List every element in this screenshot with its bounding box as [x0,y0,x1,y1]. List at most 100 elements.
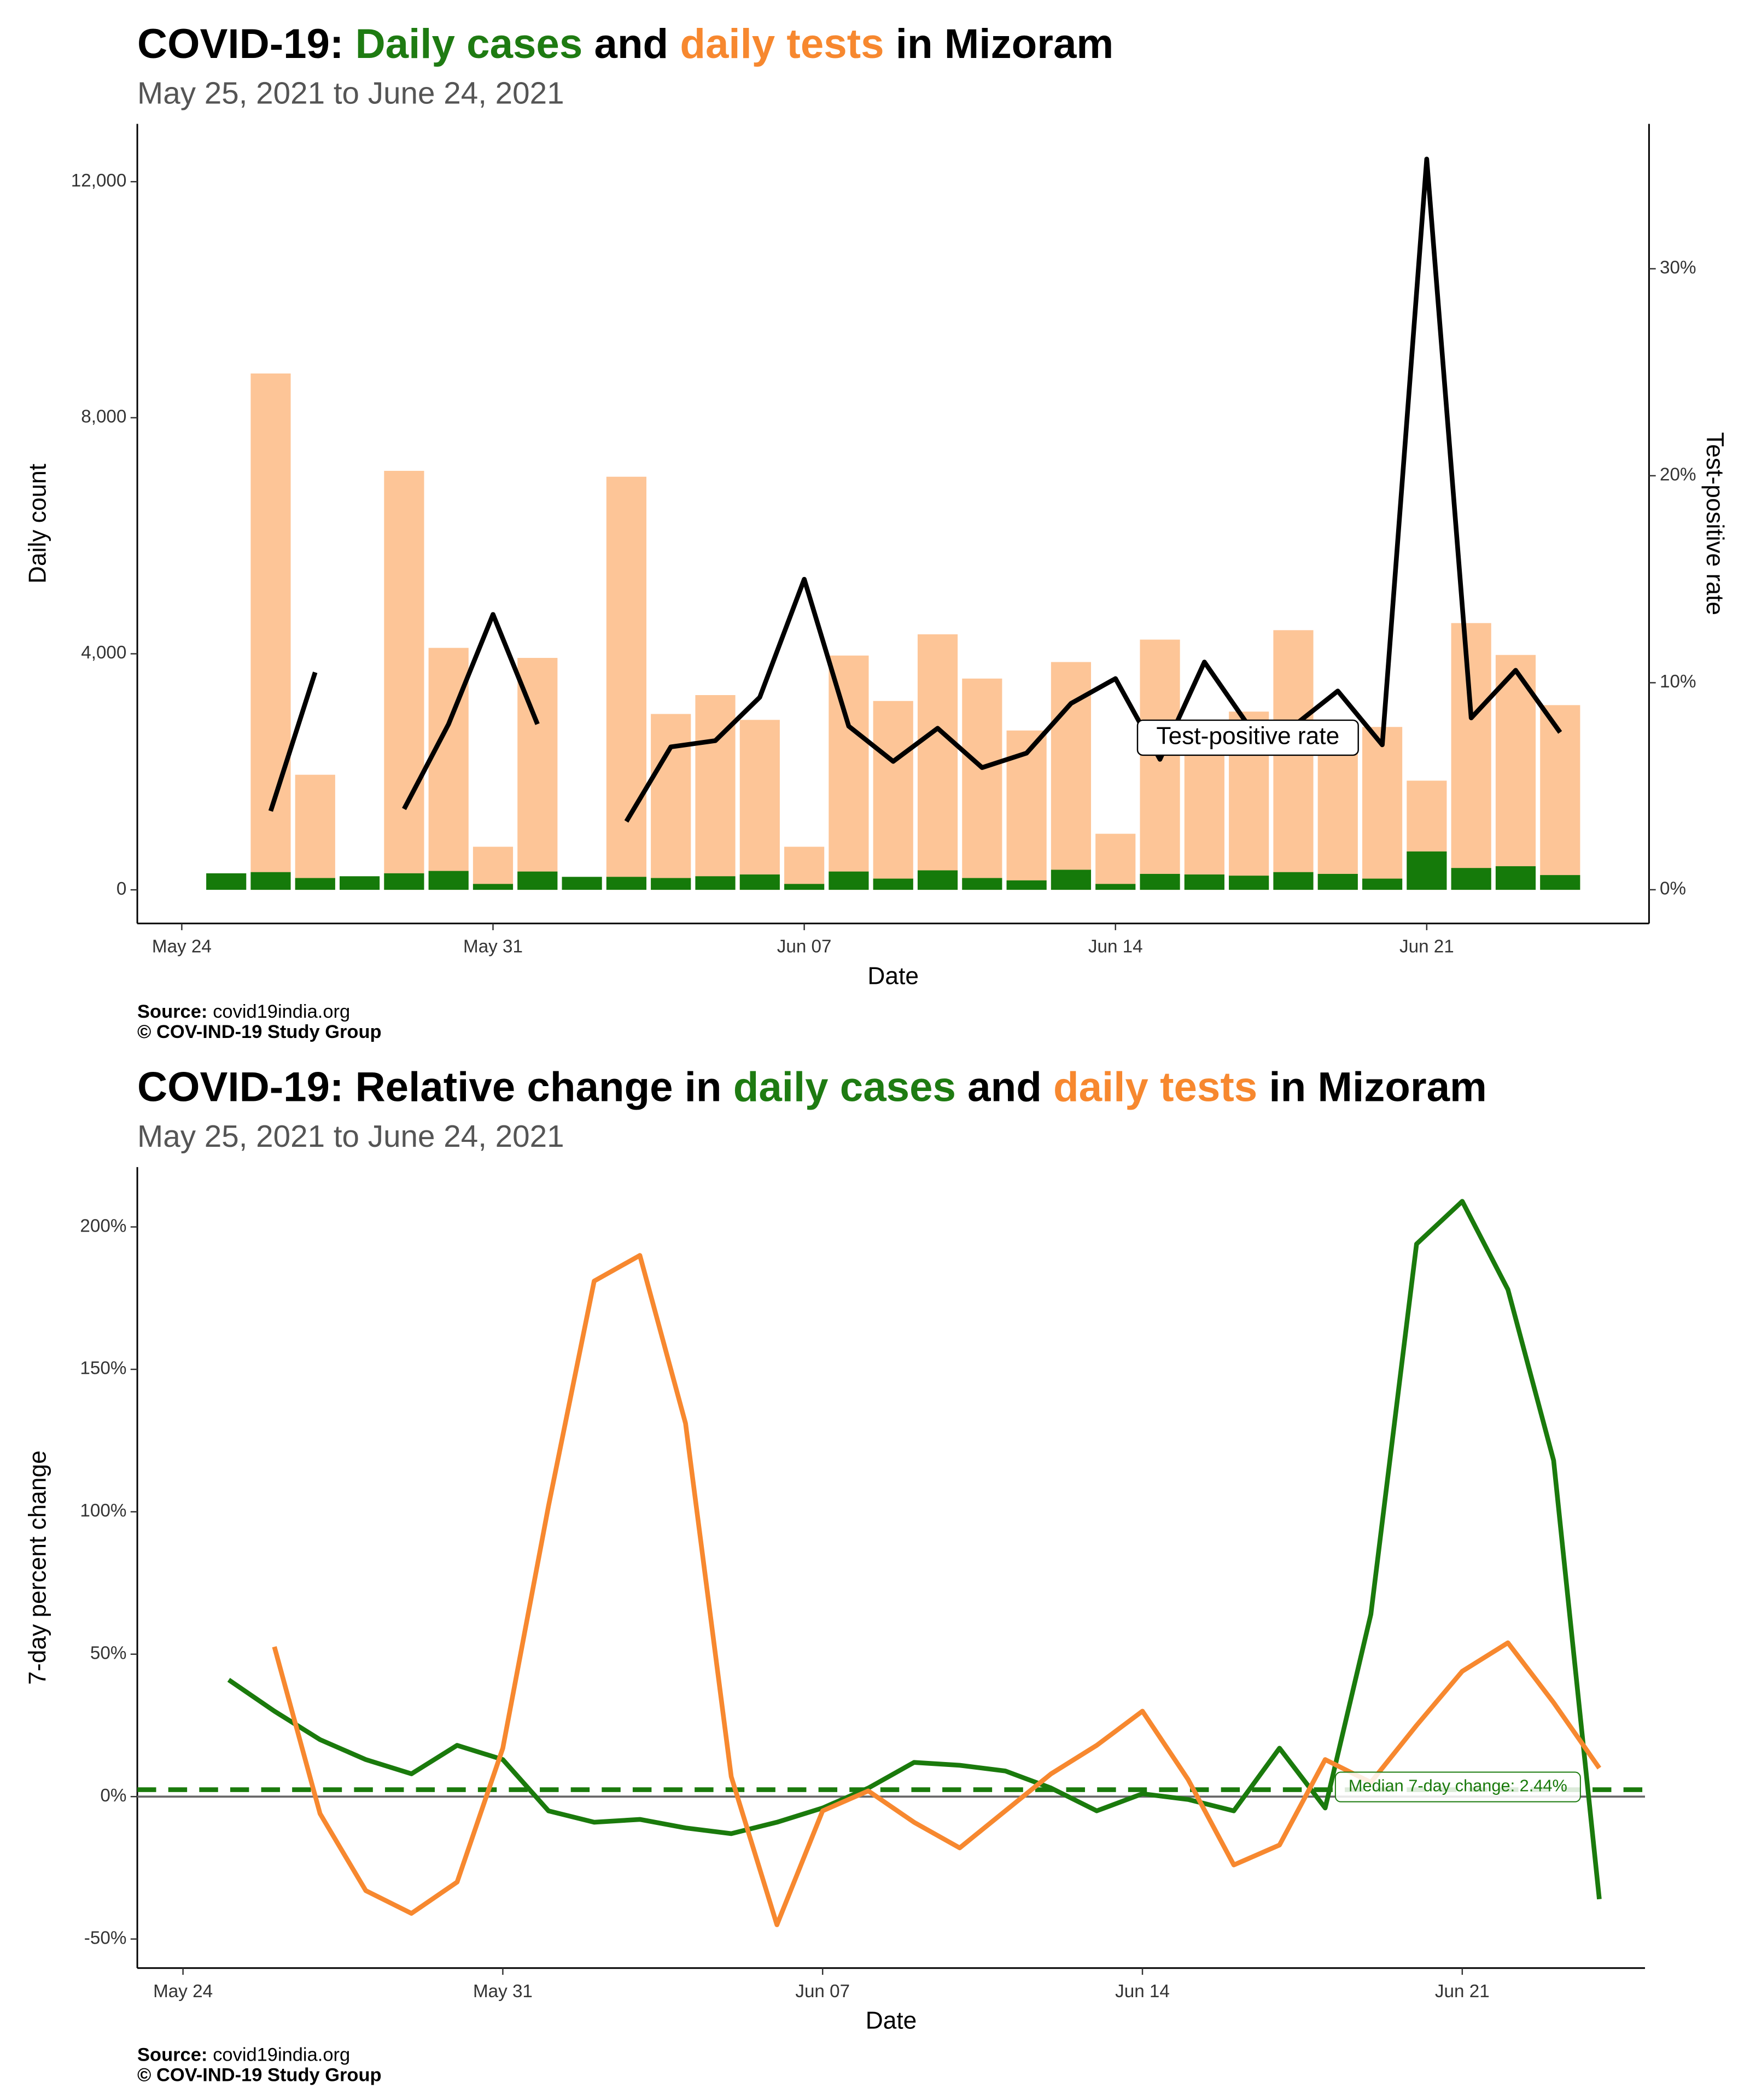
x-tick-label: May 31 [473,1981,533,2002]
y2-tick-label: 20% [1660,465,1696,485]
bar [873,701,913,890]
y2-tick-label: 10% [1660,672,1696,692]
bar [384,470,424,890]
bar [1407,851,1447,890]
bar [1095,884,1136,890]
bar [517,871,558,890]
source-value: covid19india.org [213,1001,350,1022]
title-part: in Mizoram [884,21,1114,67]
bar [1006,880,1047,890]
title-part: COVID-19: [137,21,355,67]
bar [472,884,514,890]
bar [1495,655,1536,890]
y-tick-label: 100% [80,1501,126,1521]
bar [1140,639,1180,890]
bar [295,774,335,890]
median-label-box [1334,1771,1581,1802]
bar [1229,876,1269,890]
bar [606,476,646,890]
series-line [227,1199,1602,1900]
annotation-box [1136,719,1359,756]
chart-subtitle: May 25, 2021 to June 24, 2021 [137,76,564,110]
bar [250,872,291,890]
bar [1451,623,1491,890]
title-part: and [582,21,680,67]
bar [340,876,380,890]
x-tick-label: May 31 [463,937,523,957]
x-tick-label: Jun 07 [777,937,832,957]
bar [1051,870,1092,890]
credit-caption: © COV-IND-19 Study Group [137,2065,382,2086]
title-part: daily cases [733,1064,956,1111]
bar [739,720,780,890]
chart-title: COVID-19: Daily cases and daily tests in… [137,21,1113,67]
y-tick-label: 8,000 [81,407,126,427]
y2-tick-label: 30% [1660,258,1696,278]
bar [1140,873,1180,890]
y-tick-label: 200% [80,1216,126,1236]
bar [472,847,514,890]
bar [1273,872,1314,890]
bar [1317,873,1358,890]
x-tick-label: May 24 [153,1981,213,2002]
bar [917,870,958,890]
annotation-label: Test-positive rate [1156,723,1339,750]
bar [1540,875,1580,890]
bar [1451,868,1491,890]
y2-axis-title: Test-positive rate [1701,432,1728,615]
x-tick-label: Jun 14 [1088,937,1143,957]
bar [206,873,247,890]
bar [784,847,825,890]
bar [962,678,1002,890]
y-tick-label: 12,000 [71,171,127,191]
bar [651,878,691,890]
bar [1051,662,1092,890]
source-caption: Source: covid19india.org [137,2045,350,2066]
bar [1495,866,1536,890]
bar [917,634,958,890]
chart-title: COVID-19: Relative change in daily cases… [137,1064,1487,1111]
x-tick-label: Jun 14 [1115,1981,1170,2002]
bar [784,884,825,890]
x-axis-title: Date [867,962,919,989]
source-label: Source: [137,1001,207,1022]
bar [1362,878,1403,890]
y-tick-label: -50% [84,1928,127,1948]
y-tick-label: 0% [100,1786,126,1806]
bar [384,873,424,890]
bar [962,878,1002,890]
y-tick-label: 4,000 [81,643,126,663]
title-part: and [956,1064,1053,1111]
bar [250,373,291,890]
bar [1273,630,1314,890]
median-label: Median 7-day change: 2.44% [1349,1776,1567,1795]
title-part: daily tests [680,21,884,67]
source-caption: Source: covid19india.org [137,1001,350,1022]
bar [1540,705,1580,890]
bar [829,871,869,890]
series-line [268,156,1562,823]
source-label: Source: [137,2045,207,2066]
y-tick-label: 0 [116,879,126,899]
bar [1362,727,1403,890]
bar [295,878,335,890]
bar [739,874,780,890]
bar [1095,833,1136,890]
bar [873,878,913,890]
x-tick-label: Jun 07 [795,1981,850,2002]
bar [829,655,869,890]
title-part: daily tests [1053,1064,1257,1111]
x-tick-label: Jun 21 [1435,1981,1490,2002]
bar [428,871,469,890]
bar [562,877,602,890]
x-tick-label: May 24 [152,937,212,957]
credit-caption: © COV-IND-19 Study Group [137,1022,382,1042]
y-axis-title: Daily count [25,464,51,584]
title-part: in Mizoram [1257,1064,1487,1111]
source-value: covid19india.org [213,2045,350,2066]
title-part: Daily cases [355,21,583,67]
bar [1184,751,1224,890]
chart-subtitle: May 25, 2021 to June 24, 2021 [137,1119,564,1153]
x-axis-title: Date [866,2008,917,2034]
